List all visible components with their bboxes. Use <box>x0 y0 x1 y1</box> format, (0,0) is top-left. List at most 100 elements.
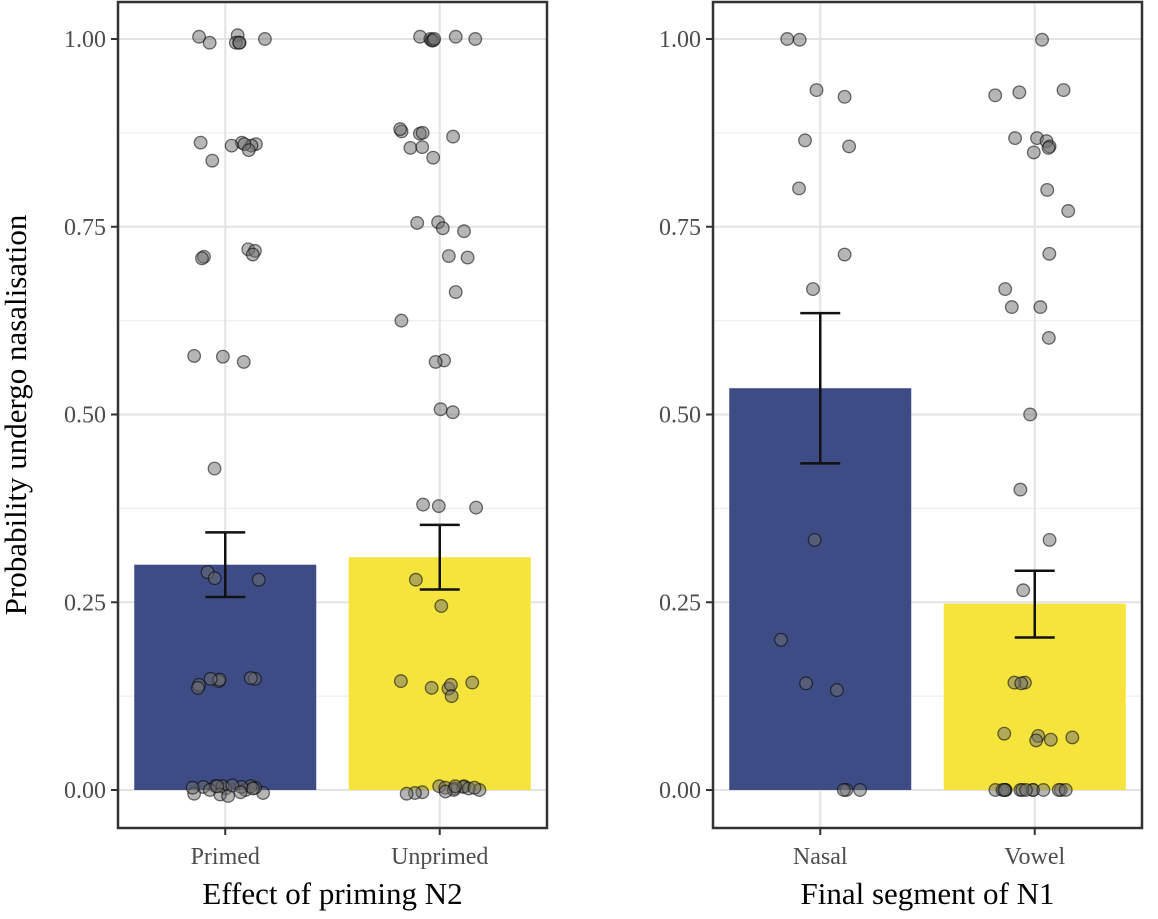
data-point-vowel <box>1012 85 1027 100</box>
data-point-unprimed <box>467 780 482 795</box>
y-tick-label: 0.25 <box>64 590 106 616</box>
y-axis-label: Probability undergo nasalisation <box>0 214 33 615</box>
panel-final-segment-bars <box>729 388 1126 790</box>
data-point-unprimed <box>431 499 446 514</box>
panel-final-segment-y-ticks: 0.00 0.25 0.50 0.75 1.00 <box>659 27 713 804</box>
data-point-nasal <box>836 783 851 797</box>
data-point-primed <box>243 671 258 686</box>
x-axis-label-final-segment: Final segment of N1 <box>801 876 1055 911</box>
data-point-unprimed <box>441 249 456 263</box>
y-tick-label: 1.00 <box>659 27 701 53</box>
data-point-unprimed <box>468 32 483 46</box>
data-point-nasal <box>837 247 852 262</box>
data-point-vowel <box>1035 32 1050 47</box>
data-point-primed <box>215 349 230 364</box>
data-point-unprimed <box>428 354 443 369</box>
data-point-vowel <box>1061 204 1076 218</box>
data-point-unprimed <box>399 786 414 801</box>
data-point-nasal <box>774 632 788 647</box>
data-point-unprimed <box>415 125 430 140</box>
y-tick-label: 0.50 <box>64 403 106 429</box>
data-point-unprimed <box>424 680 439 695</box>
data-point-vowel <box>1023 407 1038 422</box>
data-point-vowel <box>997 726 1012 741</box>
data-point-nasal <box>837 89 852 104</box>
data-point-vowel <box>1033 300 1048 315</box>
panel-priming-x-ticks: Primed Unprimed <box>191 828 488 870</box>
data-point-primed <box>257 32 272 46</box>
data-point-vowel <box>1042 246 1057 261</box>
data-point-unprimed <box>427 32 442 46</box>
data-point-primed <box>187 348 202 363</box>
panel-final-segment: 0.00 0.25 0.50 0.75 1.00 Nasal Vowel Final se… <box>659 0 1144 911</box>
data-point-vowel <box>998 282 1013 297</box>
x-axis-label-priming: Effect of priming N2 <box>202 876 462 911</box>
data-point-primed <box>203 671 218 686</box>
data-point-unprimed <box>416 497 431 512</box>
x-tick-label: Vowel <box>1004 844 1065 870</box>
data-point-unprimed <box>445 405 460 420</box>
data-point-vowel <box>1004 300 1019 315</box>
data-point-vowel <box>988 88 1003 103</box>
data-point-nasal <box>792 181 806 196</box>
data-point-unprimed <box>448 779 463 794</box>
data-point-nasal <box>809 83 824 98</box>
data-point-unprimed <box>435 221 450 236</box>
y-tick-label: 0.00 <box>659 778 701 804</box>
data-point-nasal <box>853 783 867 797</box>
data-point-nasal <box>792 32 807 47</box>
y-tick-label: 0.25 <box>659 590 701 616</box>
data-point-nasal <box>798 133 812 148</box>
panel-priming-error-bars <box>205 523 460 599</box>
data-point-vowel <box>1040 183 1055 197</box>
data-point-unprimed <box>410 216 425 230</box>
y-tick-label: 0.75 <box>659 215 701 241</box>
data-point-primed <box>205 153 220 168</box>
data-point-nasal <box>780 32 795 46</box>
data-point-primed <box>207 461 222 476</box>
data-point-vowel <box>1041 330 1056 345</box>
data-point-primed <box>245 247 260 262</box>
y-tick-label: 0.00 <box>64 778 106 804</box>
data-point-unprimed <box>460 250 475 265</box>
data-point-nasal <box>806 282 820 297</box>
data-point-vowel <box>1056 83 1071 98</box>
data-point-primed <box>202 35 217 50</box>
x-tick-label: Primed <box>191 844 260 870</box>
data-point-vowel <box>1043 732 1058 747</box>
panel-final-segment-points <box>774 32 1080 797</box>
data-point-primed <box>241 143 256 158</box>
data-point-nasal <box>807 532 822 547</box>
data-point-vowel <box>1065 730 1080 745</box>
x-tick-label: Unprimed <box>391 844 488 870</box>
panel-final-segment-error-bars <box>800 311 1055 639</box>
data-point-vowel <box>1058 783 1073 797</box>
data-point-vowel <box>1013 482 1028 497</box>
y-tick-label: 0.50 <box>659 403 701 429</box>
data-point-unprimed <box>408 572 423 587</box>
data-point-unprimed <box>448 285 463 300</box>
data-point-unprimed <box>393 674 408 689</box>
panel-priming-points <box>185 28 487 803</box>
data-point-primed <box>233 785 248 800</box>
y-tick-label: 1.00 <box>64 27 106 53</box>
data-point-vowel <box>997 783 1012 797</box>
data-point-primed <box>193 135 208 150</box>
data-point-unprimed <box>426 150 441 165</box>
data-point-vowel <box>1008 131 1023 146</box>
data-point-primed <box>236 354 251 369</box>
data-point-unprimed <box>415 140 430 155</box>
data-point-unprimed <box>448 29 463 44</box>
data-point-nasal <box>829 683 844 698</box>
x-tick-label: Nasal <box>793 844 848 870</box>
data-point-unprimed <box>446 129 461 144</box>
bar-unprimed <box>348 557 531 790</box>
data-point-primed <box>185 780 200 795</box>
data-point-primed <box>224 138 239 153</box>
data-point-nasal <box>799 676 814 691</box>
data-point-nasal <box>842 139 857 154</box>
data-point-vowel <box>1029 733 1044 748</box>
panel-priming-y-ticks: 0.00 0.25 0.50 0.75 1.00 <box>64 27 118 804</box>
data-point-unprimed <box>457 224 471 239</box>
data-point-vowel <box>1041 140 1056 155</box>
